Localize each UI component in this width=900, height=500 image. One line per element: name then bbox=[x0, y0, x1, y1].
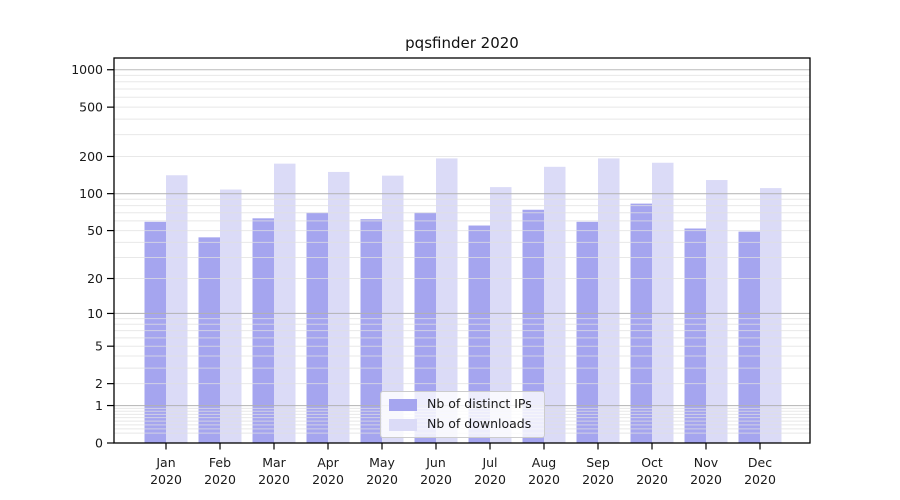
x-tick-label-month: Nov bbox=[694, 455, 719, 470]
legend-entry-distinct-ips: Nb of distinct IPs bbox=[387, 395, 536, 414]
bar-jun-ips bbox=[414, 212, 436, 443]
plot-frame bbox=[113, 57, 811, 444]
x-tick-label-year: 2020 bbox=[150, 472, 182, 487]
x-tick-label-year: 2020 bbox=[204, 472, 236, 487]
x-tick-label-year: 2020 bbox=[312, 472, 344, 487]
x-tick-label-month: Feb bbox=[209, 455, 231, 470]
bar-oct-ips bbox=[630, 203, 652, 443]
y-tick-label: 10 bbox=[87, 306, 103, 321]
x-tick-label-year: 2020 bbox=[636, 472, 668, 487]
bar-jul-downloads bbox=[490, 187, 512, 443]
bar-apr-ips bbox=[306, 212, 328, 443]
x-tick-label-year: 2020 bbox=[744, 472, 776, 487]
legend-entry-downloads: Nb of downloads bbox=[387, 415, 536, 434]
bar-aug-ips bbox=[522, 209, 544, 443]
x-tick-label-month: May bbox=[369, 455, 395, 470]
y-tick-label: 1000 bbox=[71, 62, 103, 77]
x-tick-label-month: Dec bbox=[748, 455, 772, 470]
bar-sep-downloads bbox=[598, 158, 620, 443]
x-tick-label-year: 2020 bbox=[366, 472, 398, 487]
y-tick-label: 50 bbox=[87, 223, 103, 238]
y-axis: 0 1 2 5 10 20 50 100 200 500 1000 bbox=[71, 62, 114, 451]
legend-swatch-distinct-ips bbox=[389, 398, 417, 411]
y-tick-label: 1 bbox=[95, 398, 103, 413]
y-tick-label: 20 bbox=[87, 271, 103, 286]
x-tick-label-month: Mar bbox=[262, 455, 286, 470]
y-tick-label: 100 bbox=[79, 186, 103, 201]
x-tick-label-year: 2020 bbox=[528, 472, 560, 487]
x-tick-label-month: Jul bbox=[481, 455, 497, 470]
x-tick-label-year: 2020 bbox=[582, 472, 614, 487]
y-tick-label: 0 bbox=[95, 436, 103, 451]
x-tick-label-month: Jun bbox=[425, 455, 446, 470]
x-tick-label-year: 2020 bbox=[474, 472, 506, 487]
chart-title: pqsfinder 2020 bbox=[405, 34, 519, 52]
legend-label-distinct-ips: Nb of distinct IPs bbox=[427, 396, 532, 412]
x-tick-label-month: Jan bbox=[155, 455, 175, 470]
y-tick-label: 5 bbox=[95, 339, 103, 354]
y-tick-label: 200 bbox=[79, 149, 103, 164]
bar-nov-downloads bbox=[706, 180, 728, 443]
bar-apr-downloads bbox=[328, 171, 350, 443]
x-tick-label-year: 2020 bbox=[420, 472, 452, 487]
bar-feb-ips bbox=[198, 237, 220, 443]
legend-swatch-downloads bbox=[389, 418, 417, 431]
legend: Nb of distinct IPs Nb of downloads bbox=[380, 391, 545, 438]
bar-aug-downloads bbox=[544, 166, 566, 444]
x-tick-label-month: Aug bbox=[532, 455, 556, 470]
bar-dec-downloads bbox=[760, 188, 782, 443]
y-tick-label: 500 bbox=[79, 100, 103, 115]
y-tick-label: 2 bbox=[95, 376, 103, 391]
y-gridlines bbox=[114, 69, 810, 434]
x-tick-label-month: Oct bbox=[641, 455, 663, 470]
x-tick-label-month: Apr bbox=[317, 455, 339, 470]
x-axis: Jan 2020 Feb 2020 Mar 2020 Apr 2020 May 2020 Jun 20… bbox=[150, 443, 776, 487]
bar-oct-downloads bbox=[652, 162, 674, 443]
x-tick-label-year: 2020 bbox=[258, 472, 290, 487]
bar-jan-ips bbox=[144, 221, 166, 443]
bar-feb-downloads bbox=[220, 189, 242, 443]
bar-jan-downloads bbox=[166, 175, 188, 444]
bar-mar-downloads bbox=[274, 163, 296, 444]
bar-jun-downloads bbox=[436, 158, 458, 443]
bar-sep-ips bbox=[576, 221, 598, 443]
legend-label-downloads: Nb of downloads bbox=[427, 416, 532, 432]
bar-jul-ips bbox=[468, 225, 490, 443]
bar-dec-ips bbox=[738, 231, 760, 443]
bar-nov-ips bbox=[684, 228, 706, 443]
x-tick-label-month: Sep bbox=[586, 455, 610, 470]
x-tick-label-year: 2020 bbox=[690, 472, 722, 487]
